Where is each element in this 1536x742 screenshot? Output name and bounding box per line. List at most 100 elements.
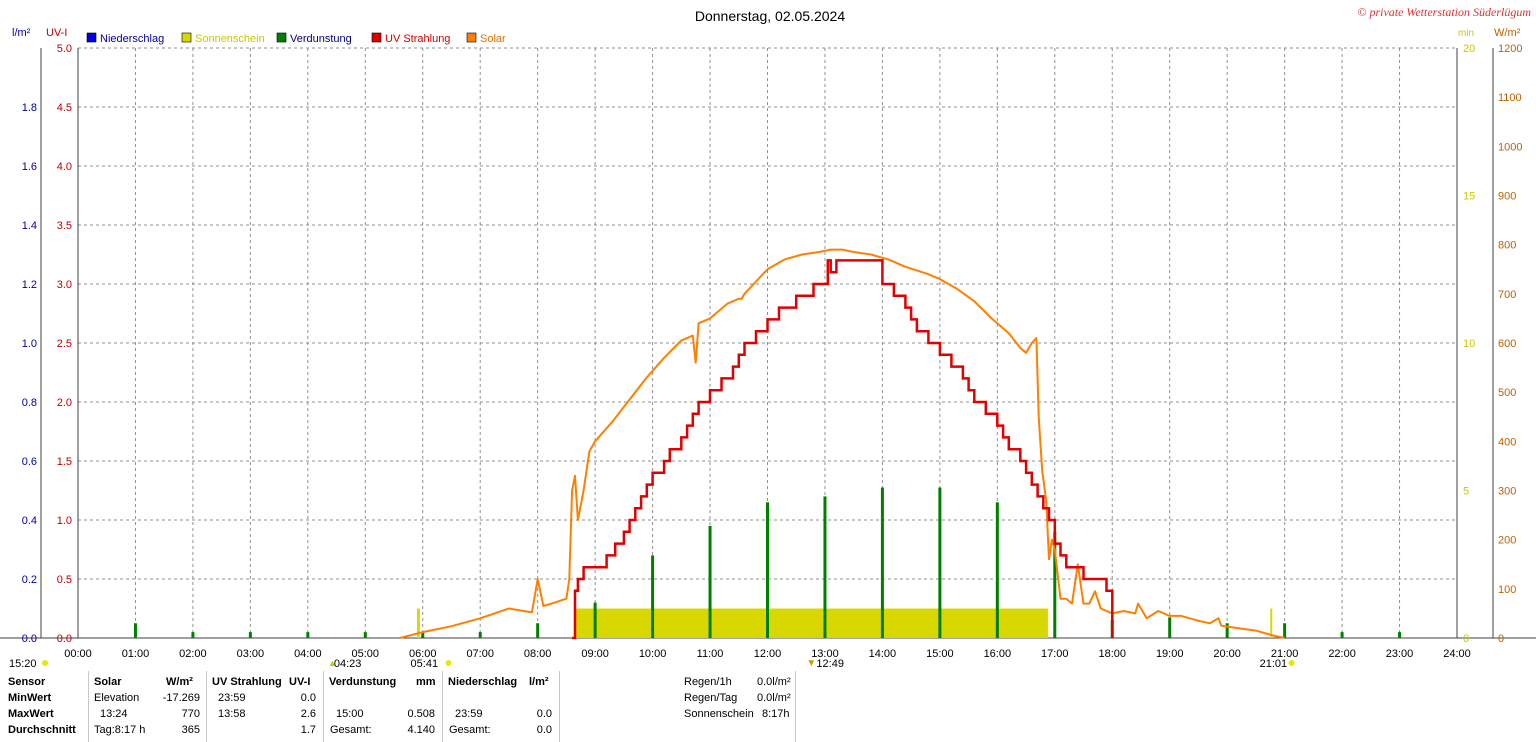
legend-swatch bbox=[466, 32, 477, 43]
x-tick-label: 10:00 bbox=[639, 648, 667, 660]
x-tick-label: 23:00 bbox=[1386, 648, 1414, 660]
stats-cell: 4.140 bbox=[407, 724, 435, 736]
rain-tick-label: 1.4 bbox=[22, 220, 37, 232]
sunshine-tick-label: 0 bbox=[1463, 633, 1469, 645]
x-tick-label: 18:00 bbox=[1098, 648, 1126, 660]
stats-cell: Gesamt: bbox=[330, 724, 372, 736]
uv-tick-label: 0.0 bbox=[57, 633, 72, 645]
evaporation-bar bbox=[421, 632, 425, 638]
rain-tick-label: 0.2 bbox=[22, 574, 37, 586]
stats-cell: 365 bbox=[181, 724, 200, 736]
solar-tick-label: 800 bbox=[1498, 240, 1516, 252]
x-tick-label: 00:00 bbox=[64, 648, 92, 660]
stats-header-solar: Solar bbox=[94, 676, 122, 688]
evaporation-bar bbox=[1340, 632, 1344, 638]
sunshine-tick-label: 15 bbox=[1463, 191, 1475, 203]
x-tick-label: 01:00 bbox=[122, 648, 150, 660]
x-tick-label: 13:00 bbox=[811, 648, 839, 660]
uv-tick-label: 3.0 bbox=[57, 279, 72, 291]
legend-swatch bbox=[371, 32, 382, 43]
rain-tick-label: 1.2 bbox=[22, 279, 37, 291]
stats-cell: Gesamt: bbox=[449, 724, 491, 736]
evaporation-bar bbox=[478, 632, 482, 638]
stats-cell: 23:59 bbox=[218, 692, 246, 704]
sunshine-bar bbox=[417, 608, 420, 638]
x-tick-label: 20:00 bbox=[1213, 648, 1241, 660]
chart-title: Donnerstag, 02.05.2024 bbox=[695, 8, 845, 24]
stats-cell: 1.7 bbox=[300, 724, 316, 736]
stats-header-rain: Niederschlag bbox=[448, 676, 518, 688]
evaporation-bar bbox=[1225, 623, 1229, 638]
weather-chart: Donnerstag, 02.05.2024 © private Wetters… bbox=[0, 5, 1536, 670]
legend-swatch bbox=[86, 32, 97, 43]
stats-cell: Elevation bbox=[94, 692, 140, 704]
summary-value: 0.0l/m² bbox=[757, 692, 791, 704]
legend-label: UV Strahlung bbox=[385, 33, 450, 45]
solar-tick-label: 1000 bbox=[1498, 141, 1522, 153]
stats-cell: Tag:8:17 h bbox=[94, 724, 146, 736]
uv-tick-label: 2.5 bbox=[57, 338, 72, 350]
solar-tick-label: 900 bbox=[1498, 191, 1516, 203]
sunshine-tick-label: 5 bbox=[1463, 486, 1469, 498]
stats-cell: -17.269 bbox=[162, 692, 200, 704]
axis-ticks: 00:00 01:00 02:00 03:00 04:00 05:00 06:00 07:00… bbox=[22, 43, 1523, 660]
summary-value: 0.0l/m² bbox=[757, 676, 791, 688]
evaporation-bar bbox=[593, 602, 597, 638]
stats-cell: 15:00 bbox=[336, 708, 364, 720]
sunshine-tick-label: 10 bbox=[1463, 338, 1475, 350]
solar-noon-icon: ▼ bbox=[806, 658, 816, 669]
x-tick-label: 14:00 bbox=[869, 648, 897, 660]
axis-unit-label: W/m² bbox=[1494, 27, 1521, 39]
legend-label: Solar bbox=[480, 33, 506, 45]
x-tick-label: 07:00 bbox=[466, 648, 494, 660]
stats-header-sensor: Sensor bbox=[8, 676, 46, 688]
evaporation-bar bbox=[823, 496, 827, 638]
x-tick-label: 22:00 bbox=[1328, 648, 1356, 660]
time-marker-label: 15:20 bbox=[9, 658, 37, 670]
stats-cell: 0.0 bbox=[300, 692, 316, 704]
axis-unit-label: l/m² bbox=[12, 27, 31, 39]
legend-swatch bbox=[181, 32, 192, 43]
solar-line bbox=[399, 248, 1285, 639]
evaporation-bar bbox=[363, 632, 367, 638]
x-tick-label: 04:00 bbox=[294, 648, 322, 660]
solar-tick-label: 100 bbox=[1498, 584, 1516, 596]
divider bbox=[795, 671, 796, 742]
evaporation-bar bbox=[1398, 632, 1402, 638]
sunrise-civil-label: 05:41 bbox=[411, 658, 439, 670]
x-tick-label: 08:00 bbox=[524, 648, 552, 660]
rain-tick-label: 1.0 bbox=[22, 338, 37, 350]
stats-header-evap-unit: mm bbox=[416, 676, 436, 688]
stats-row-label: MaxWert bbox=[8, 708, 54, 720]
divider bbox=[559, 671, 560, 742]
stats-header-uv: UV Strahlung bbox=[212, 676, 282, 688]
stats-header-evap: Verdunstung bbox=[329, 676, 397, 688]
legend-label: Sonnenschein bbox=[195, 33, 265, 45]
solar-tick-label: 600 bbox=[1498, 338, 1516, 350]
stats-row-label: MinWert bbox=[8, 692, 52, 704]
solar-tick-label: 0 bbox=[1498, 633, 1504, 645]
evaporation-bar bbox=[880, 487, 884, 638]
evaporation-bar bbox=[1283, 623, 1287, 638]
sunshine-bar bbox=[1270, 608, 1273, 638]
divider bbox=[206, 671, 207, 742]
stats-cell: 0.508 bbox=[407, 708, 435, 720]
x-tick-label: 06:00 bbox=[409, 648, 437, 660]
divider bbox=[88, 671, 89, 742]
solar-noon-label: 12:49 bbox=[816, 658, 844, 670]
x-tick-label: 12:00 bbox=[754, 648, 782, 660]
evaporation-bar bbox=[133, 623, 137, 638]
sunshine-bar bbox=[575, 608, 1047, 638]
stats-row-label: Durchschnitt bbox=[8, 724, 76, 736]
stats-cell: 0.0 bbox=[536, 708, 552, 720]
axis-unit-label: UV-I bbox=[46, 27, 67, 39]
sun-dot-icon bbox=[445, 660, 452, 666]
summary-label: Regen/Tag bbox=[684, 692, 738, 704]
solar-tick-label: 400 bbox=[1498, 436, 1516, 448]
evaporation-bar bbox=[536, 623, 540, 638]
copyright-text: © private Wetterstation Süderlügum bbox=[1357, 5, 1531, 19]
uv-tick-label: 1.5 bbox=[57, 456, 72, 468]
legend-label: Verdunstung bbox=[290, 33, 352, 45]
stats-cell: 770 bbox=[181, 708, 200, 720]
sun-markers: 15:20 04:23▲ 05:41 ▼ 12:49 21:01 bbox=[9, 658, 1295, 670]
